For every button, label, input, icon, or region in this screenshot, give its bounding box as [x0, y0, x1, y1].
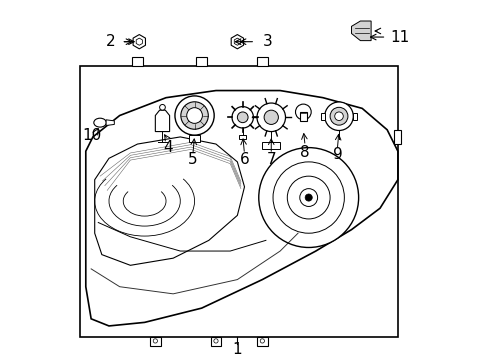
Circle shape: [334, 112, 343, 121]
Circle shape: [186, 108, 202, 123]
Bar: [393, 130, 401, 144]
Polygon shape: [155, 110, 169, 131]
Polygon shape: [133, 35, 145, 49]
Bar: [299, 112, 306, 121]
Text: 6: 6: [239, 152, 249, 167]
Bar: [210, 337, 221, 346]
Ellipse shape: [94, 118, 106, 127]
Bar: [262, 142, 280, 149]
Bar: [189, 135, 200, 142]
Circle shape: [175, 96, 214, 135]
Bar: [196, 57, 206, 66]
Bar: [257, 57, 267, 66]
Circle shape: [181, 102, 208, 129]
Bar: [257, 337, 267, 346]
Circle shape: [264, 110, 278, 125]
Circle shape: [329, 107, 347, 125]
Polygon shape: [231, 35, 243, 49]
Bar: [150, 337, 161, 346]
Circle shape: [257, 103, 285, 131]
Text: 7: 7: [266, 152, 276, 167]
Text: 3: 3: [263, 34, 272, 49]
Text: 10: 10: [82, 129, 102, 143]
Polygon shape: [85, 91, 397, 326]
Circle shape: [305, 194, 312, 201]
Polygon shape: [351, 21, 370, 41]
Circle shape: [231, 107, 253, 128]
Circle shape: [295, 104, 310, 120]
Text: 8: 8: [300, 145, 309, 160]
Bar: [80, 66, 397, 337]
Text: 1: 1: [232, 342, 242, 357]
Bar: [321, 113, 324, 120]
Circle shape: [324, 102, 352, 130]
Text: 4: 4: [163, 140, 172, 155]
Circle shape: [237, 112, 247, 123]
Text: 2: 2: [105, 34, 115, 49]
Circle shape: [258, 148, 358, 247]
Bar: [352, 113, 356, 120]
Text: 11: 11: [390, 30, 409, 45]
Text: 5: 5: [187, 152, 197, 167]
Bar: [132, 57, 142, 66]
Bar: [239, 135, 246, 139]
Polygon shape: [106, 120, 114, 126]
Text: 9: 9: [333, 147, 343, 162]
Circle shape: [159, 104, 165, 110]
